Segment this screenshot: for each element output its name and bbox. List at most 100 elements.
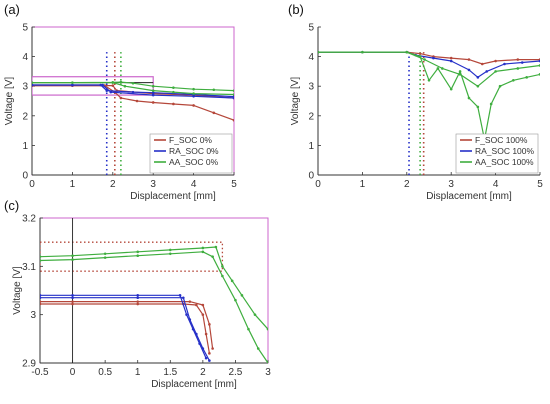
series-point	[40, 302, 42, 306]
series-point	[494, 70, 497, 73]
series-point	[131, 81, 135, 85]
y-tick-label: 4	[308, 52, 314, 63]
series-point	[485, 70, 489, 73]
x-tick-label: 1.5	[163, 367, 177, 378]
series-point	[71, 294, 74, 297]
series-point	[151, 89, 155, 92]
series-point	[151, 91, 155, 95]
series-point	[520, 61, 524, 64]
series-point	[432, 56, 435, 60]
series-point	[489, 102, 493, 106]
plot-series	[318, 50, 540, 175]
series-point	[441, 67, 444, 70]
series-point	[467, 58, 471, 61]
series-point	[467, 96, 471, 100]
series-point	[109, 90, 113, 94]
y-axis-label: Voltage [V]	[4, 77, 15, 126]
series-point	[71, 254, 74, 257]
y-tick-label: 5	[308, 23, 314, 34]
series-point	[103, 256, 107, 259]
series-point	[212, 111, 216, 115]
series-point	[119, 96, 123, 100]
series-point	[71, 300, 74, 303]
series-point	[436, 67, 440, 70]
x-tick-label: 2	[404, 179, 410, 190]
series-point	[40, 294, 42, 297]
series-point	[253, 313, 257, 316]
series-point	[136, 302, 140, 306]
x-tick-label: 4	[191, 179, 197, 190]
series-point	[40, 300, 42, 303]
series-point	[71, 258, 74, 261]
series-point	[221, 274, 224, 278]
series-point	[40, 259, 42, 262]
series-point	[136, 250, 140, 254]
series-point	[538, 64, 540, 67]
series-point	[195, 332, 198, 336]
legend-entry: RA_SOC 100%	[475, 146, 534, 156]
series-point	[105, 89, 109, 92]
plot-series	[40, 218, 268, 363]
series-line-5	[32, 81, 234, 96]
series-point	[101, 83, 104, 87]
series-point	[525, 76, 528, 79]
series-point	[232, 89, 234, 92]
series-point	[32, 83, 34, 87]
series-point	[503, 62, 506, 66]
series-point	[40, 255, 42, 258]
series-point	[192, 94, 195, 98]
plot-area	[39, 217, 269, 364]
y-tick-label: 3	[308, 82, 314, 93]
series-point	[516, 67, 520, 70]
series-point	[204, 356, 208, 360]
series-point	[172, 90, 175, 94]
x-tick-label: 5	[537, 179, 543, 190]
plot-series	[32, 52, 234, 175]
series-line-4	[40, 246, 268, 330]
series-point	[192, 92, 195, 95]
series-point	[188, 318, 192, 321]
legend-entry: RA_SOC 0%	[169, 146, 219, 156]
series-point	[449, 56, 453, 60]
series-point	[185, 313, 188, 316]
series-point	[234, 298, 237, 302]
series-point	[172, 102, 175, 106]
series-point	[212, 88, 216, 92]
y-tick-label: 2.9	[22, 359, 36, 370]
series-point	[204, 332, 208, 336]
series-point	[71, 296, 74, 300]
series-point	[151, 93, 155, 97]
panel-b: 0 1 2 3 4 5 0 1 2 3 4 5 Displacement [mm] Voltage [V]…	[288, 2, 543, 202]
x-tick-label: 0	[70, 367, 76, 378]
x-tick-label: 3	[150, 179, 156, 190]
series-point	[221, 265, 224, 268]
series-point	[195, 303, 198, 307]
panel-label: (b)	[288, 2, 304, 17]
series-point	[168, 252, 172, 256]
panel-c: -0.5 0 0.5 1 1.5 2 2.5 3 2.9 3 3.1 3.2 Displacement …	[4, 198, 271, 390]
series-point	[71, 83, 74, 87]
x-tick-label: 3	[265, 367, 271, 378]
series-point	[232, 93, 234, 96]
series-point	[192, 104, 195, 107]
series-line-2	[40, 294, 207, 359]
panel-a: 0 1 2 3 4 5 0 1 2 3 4 5 Displacement [mm] Voltage [V]…	[4, 2, 237, 202]
series-point	[111, 81, 115, 84]
legend-entry: F_SOC 100%	[475, 135, 528, 145]
series-point	[192, 87, 195, 91]
series-point	[405, 50, 409, 54]
series-point	[476, 84, 480, 88]
x-tick-label: 5	[231, 179, 237, 190]
series-point	[188, 300, 192, 303]
series-point	[32, 81, 34, 84]
x-tick-label: 2.5	[228, 367, 242, 378]
series-point	[423, 58, 426, 61]
series-point	[71, 302, 74, 306]
series-point	[151, 101, 155, 104]
y-tick-label: 3	[30, 310, 36, 321]
y-tick-label: 4	[22, 52, 28, 63]
series-point	[111, 84, 115, 87]
series-point	[230, 279, 234, 283]
y-axis-label: Voltage [V]	[12, 266, 23, 315]
